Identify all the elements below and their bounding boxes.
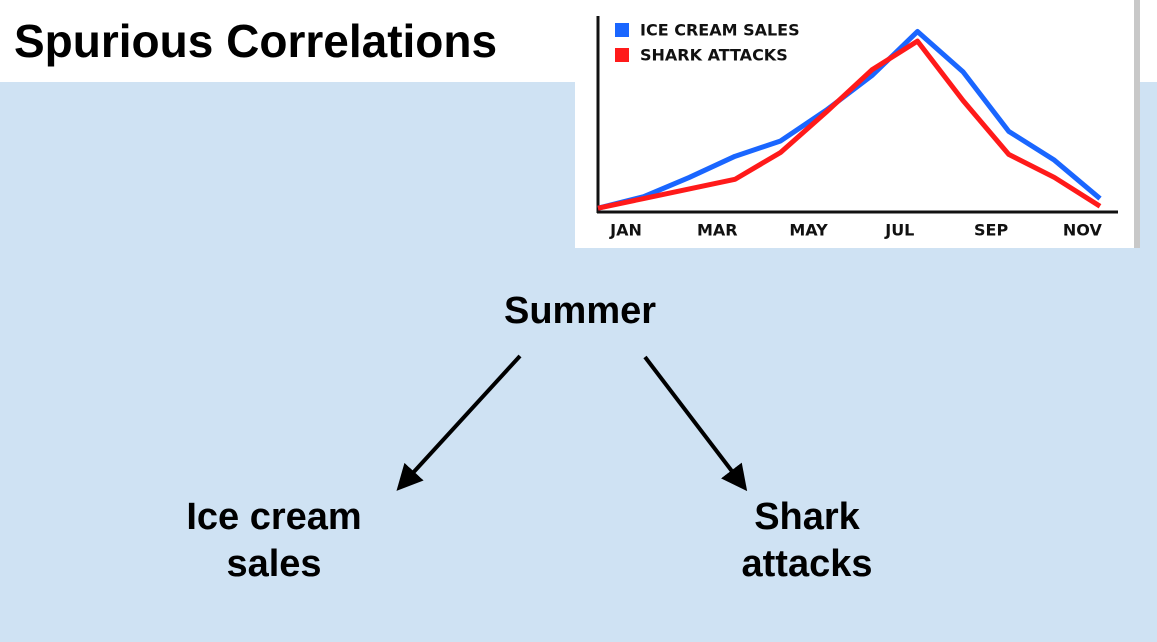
- x-tick-label: JAN: [609, 221, 642, 240]
- node-label: Summer: [503, 290, 657, 332]
- x-tick-label: SEP: [974, 221, 1008, 240]
- legend-label: SHARK ATTACKS: [640, 46, 788, 65]
- slide-title: Spurious Correlations: [14, 15, 498, 67]
- chart-frame: [575, 0, 1139, 248]
- legend-swatch: [615, 48, 629, 62]
- chart-frame-edge: [1134, 0, 1140, 248]
- arrow: [396, 354, 522, 491]
- arrow: [643, 355, 748, 492]
- legend-swatch: [615, 23, 629, 37]
- x-tick-label: JUL: [884, 221, 914, 240]
- node-label: Shark attacks: [741, 496, 873, 585]
- node-label: Ice cream sales: [186, 496, 362, 585]
- x-tick-label: MAY: [789, 221, 828, 240]
- series-line: [597, 38, 1102, 211]
- x-tick-label: NOV: [1063, 221, 1103, 240]
- x-tick-label: MAR: [697, 221, 738, 240]
- legend-label: ICE CREAM SALES: [640, 21, 800, 40]
